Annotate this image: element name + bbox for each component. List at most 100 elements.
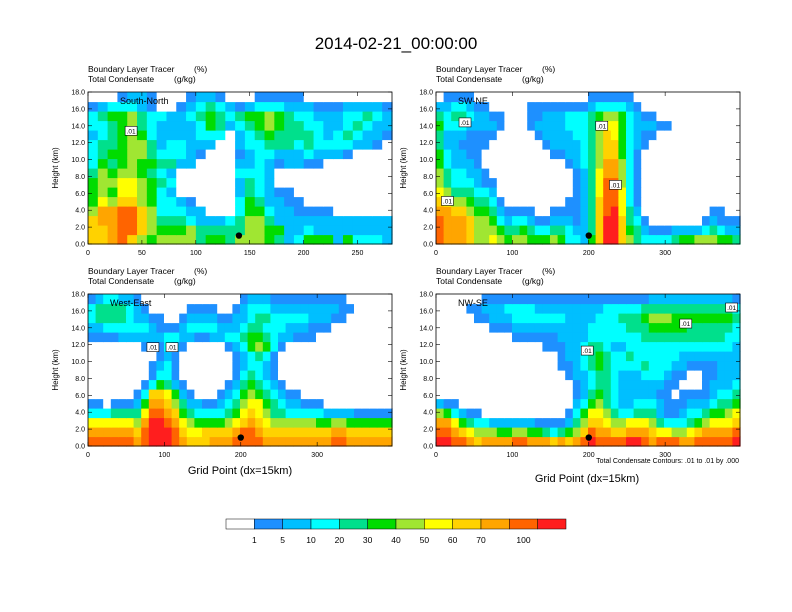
heatmap-cell	[217, 294, 226, 305]
heatmap-cell	[732, 427, 741, 438]
heatmap-cell	[171, 322, 180, 333]
heatmap-cell	[580, 196, 589, 207]
heatmap-cell	[626, 139, 635, 150]
heatmap-cell	[641, 177, 650, 188]
heatmap-cell	[481, 234, 490, 245]
heatmap-cell	[146, 92, 158, 103]
heatmap-cell	[240, 303, 249, 314]
heatmap-cell	[542, 225, 551, 236]
heatmap-cell	[313, 177, 324, 188]
heatmap-cell	[527, 92, 536, 103]
heatmap-cell	[232, 417, 241, 428]
heatmap-cell	[88, 225, 99, 236]
heatmap-cell	[641, 398, 650, 409]
heatmap-cell	[284, 92, 295, 103]
heatmap-cell	[270, 436, 279, 447]
heatmap-cell	[255, 341, 264, 352]
heatmap-cell	[481, 101, 490, 112]
heatmap-cell	[702, 370, 711, 381]
heatmap-cell	[671, 360, 680, 371]
heatmap-cell	[504, 225, 513, 236]
heatmap-cell	[732, 92, 741, 103]
heatmap-cell	[694, 427, 703, 438]
heatmap-cell	[202, 322, 211, 333]
heatmap-cell	[557, 234, 566, 245]
heatmap-cell	[244, 177, 256, 188]
heatmap-cell	[235, 168, 246, 179]
colorbar-label: 5	[280, 535, 285, 545]
heatmap-cell	[664, 92, 673, 103]
heatmap-cell	[664, 408, 673, 419]
heatmap-cell	[436, 177, 445, 188]
heatmap-cell	[527, 234, 536, 245]
heatmap-cell	[542, 303, 551, 314]
heatmap-cell	[588, 436, 597, 447]
heatmap-cell	[709, 196, 718, 207]
heatmap-cell	[148, 408, 157, 419]
heatmap-cell	[194, 427, 203, 438]
heatmap-cell	[247, 332, 256, 343]
heatmap-cell	[293, 303, 302, 314]
heatmap-cell	[557, 215, 566, 226]
heatmap-cell	[565, 158, 574, 169]
heatmap-cell	[436, 341, 445, 352]
heatmap-cell	[664, 389, 673, 400]
x-tick-label: 100	[507, 250, 519, 257]
heatmap-cell	[127, 168, 138, 179]
heatmap-cell	[466, 341, 475, 352]
y-tick-label: 0.0	[75, 444, 85, 451]
heatmap-cell	[333, 177, 344, 188]
heatmap-cell	[247, 294, 256, 305]
heatmap-cell	[97, 130, 109, 141]
heatmap-cell	[195, 177, 207, 188]
heatmap-cell	[141, 341, 150, 352]
heatmap-cell	[293, 398, 302, 409]
heatmap-cell	[489, 436, 498, 447]
heatmap-cell	[323, 149, 334, 160]
heatmap-cell	[610, 225, 619, 236]
heatmap-cell	[496, 168, 505, 179]
heatmap-cell	[648, 149, 657, 160]
y-tick-label: 4.0	[423, 410, 433, 417]
heatmap-cell	[580, 398, 589, 409]
heatmap-cell	[331, 417, 340, 428]
heatmap-cell	[166, 196, 177, 207]
heatmap-cell	[254, 139, 266, 150]
heatmap-cell	[313, 120, 324, 131]
heatmap-cell	[626, 168, 635, 179]
heatmap-cell	[610, 360, 619, 371]
y-axis-label: Height (km)	[51, 349, 60, 391]
heatmap-cell	[354, 294, 363, 305]
heatmap-cell	[274, 187, 285, 198]
heatmap-cell	[572, 417, 581, 428]
heatmap-cell	[709, 398, 718, 409]
heatmap-cell	[352, 215, 364, 226]
right-string-1: (%)	[542, 64, 555, 74]
heatmap-cell	[572, 158, 581, 169]
heatmap-cell	[466, 215, 475, 226]
heatmap-cell	[293, 360, 302, 371]
heatmap-cell	[244, 92, 256, 103]
heatmap-cell	[466, 92, 475, 103]
heatmap-cell	[694, 168, 703, 179]
heatmap-cell	[679, 389, 688, 400]
heatmap-cell	[107, 139, 119, 150]
heatmap-cell	[316, 322, 325, 333]
heatmap-cell	[489, 92, 498, 103]
heatmap-cell	[354, 427, 363, 438]
heatmap-cell	[110, 332, 119, 343]
heatmap-cell	[224, 313, 233, 324]
heatmap-cell	[595, 436, 604, 447]
heatmap-cell	[354, 341, 363, 352]
heatmap-cell	[595, 313, 604, 324]
heatmap-cell	[436, 389, 445, 400]
heatmap-cell	[633, 206, 642, 217]
heatmap-cell	[542, 389, 551, 400]
heatmap-cell	[603, 139, 612, 150]
heatmap-cell	[481, 360, 490, 371]
heatmap-cell	[512, 206, 521, 217]
heatmap-cell	[338, 436, 347, 447]
heatmap-cell	[534, 120, 543, 131]
heatmap-cell	[156, 303, 165, 314]
heatmap-cell	[166, 206, 177, 217]
